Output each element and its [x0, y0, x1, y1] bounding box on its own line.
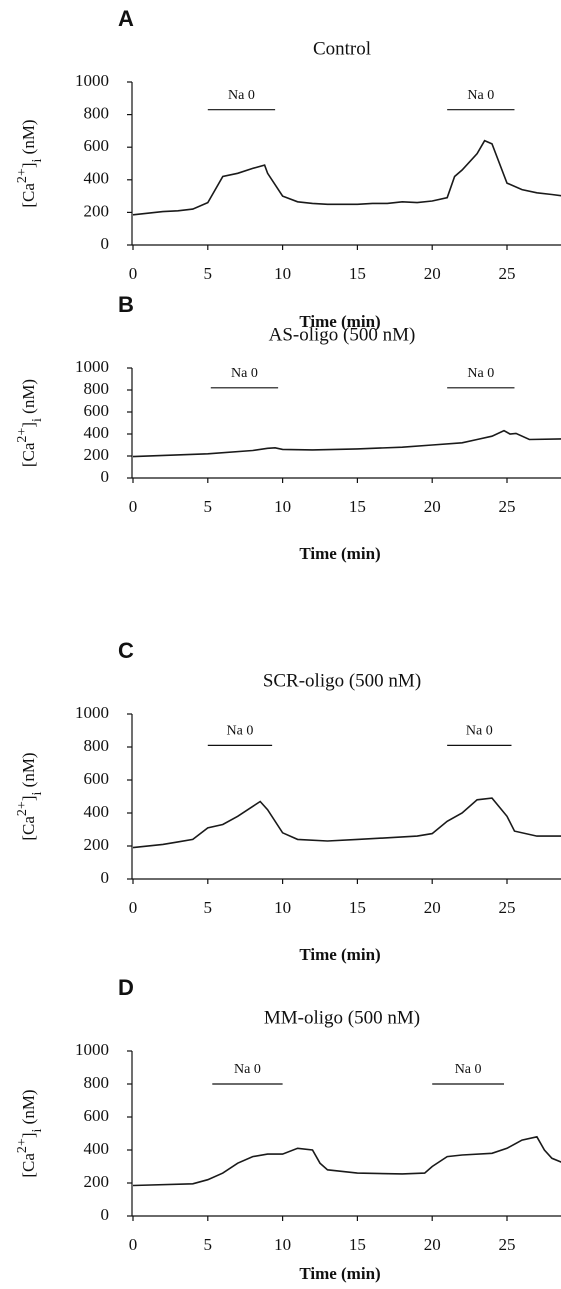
chart-title: Control: [313, 38, 371, 59]
y-axis-label-part: ]: [19, 422, 38, 428]
x-tick-label: 0: [129, 264, 138, 283]
panel-letter: C: [118, 638, 134, 663]
na-label: Na 0: [466, 724, 493, 739]
na-label: Na 0: [467, 366, 494, 381]
y-tick-label: 600: [84, 136, 110, 155]
y-tick-label: 400: [84, 1139, 110, 1158]
y-tick-label: 200: [84, 201, 110, 220]
x-axis-label: Time (min): [299, 1264, 380, 1283]
x-axis-label: Time (min): [299, 544, 380, 563]
panel-letter: D: [118, 975, 134, 1000]
x-tick-label: 5: [204, 497, 213, 516]
y-tick-label: 0: [101, 1205, 110, 1224]
panel-letter: A: [118, 6, 134, 31]
panel-letter: B: [118, 292, 134, 317]
x-tick-label: 25: [499, 497, 516, 516]
y-axis-label-part: [Ca: [19, 1153, 38, 1178]
x-tick-label: 5: [204, 1235, 213, 1254]
x-tick-label: 20: [424, 264, 441, 283]
y-axis-label-part: i: [30, 1128, 45, 1132]
y-axis-label-part: (nM): [19, 1089, 38, 1128]
y-tick-label: 0: [101, 467, 110, 486]
y-tick-label: 200: [84, 835, 110, 854]
y-tick-label: 800: [84, 104, 110, 123]
na-label: Na 0: [234, 1062, 261, 1077]
y-tick-label: 1000: [75, 1040, 109, 1059]
y-tick-label: 600: [84, 401, 110, 420]
x-tick-label: 25: [499, 898, 516, 917]
y-tick-label: 1000: [75, 71, 109, 90]
y-tick-label: 800: [84, 1073, 110, 1092]
y-tick-label: 1000: [75, 703, 109, 722]
y-axis-label-part: ]: [19, 795, 38, 801]
y-tick-label: 200: [84, 1172, 110, 1191]
x-axis-label: Time (min): [299, 945, 380, 964]
data-line: [132, 139, 561, 216]
y-axis-label-part: i: [30, 418, 45, 422]
y-axis-label-part: (nM): [19, 379, 38, 418]
x-tick-label: 20: [424, 898, 441, 917]
y-tick-label: 0: [101, 868, 110, 887]
y-tick-label: 400: [84, 423, 110, 442]
x-tick-label: 15: [349, 264, 366, 283]
y-axis-label: [Ca2+]i (nM): [15, 379, 45, 467]
y-tick-label: 800: [84, 379, 110, 398]
na-label: Na 0: [231, 366, 258, 381]
y-axis-label: [Ca2+]i (nM): [15, 752, 45, 840]
y-axis-label-part: i: [30, 158, 45, 162]
x-axis-label: Time (min): [299, 312, 380, 331]
y-axis-label-part: [Ca: [19, 442, 38, 467]
x-tick-label: 0: [129, 898, 138, 917]
x-tick-label: 20: [424, 497, 441, 516]
x-tick-label: 10: [274, 264, 291, 283]
x-tick-label: 0: [129, 497, 138, 516]
y-axis-label-part: 2+: [15, 428, 30, 443]
x-tick-label: 25: [499, 1235, 516, 1254]
data-line: [132, 429, 561, 458]
y-axis-label: [Ca2+]i (nM): [15, 1089, 45, 1177]
chart-title: SCR-oligo (500 nM): [263, 670, 421, 691]
y-axis-label-part: 2+: [15, 1138, 30, 1153]
x-tick-label: 25: [499, 264, 516, 283]
y-axis-label: [Ca2+]i (nM): [15, 119, 45, 207]
y-tick-label: 600: [84, 1106, 110, 1125]
y-tick-label: 800: [84, 736, 110, 755]
x-tick-label: 0: [129, 1235, 138, 1254]
y-tick-label: 400: [84, 802, 110, 821]
x-tick-label: 15: [349, 497, 366, 516]
data-line: [132, 1135, 561, 1187]
na-label: Na 0: [455, 1062, 482, 1077]
chart-title: AS-oligo (500 nM): [269, 324, 416, 345]
y-axis-label-part: ]: [19, 1132, 38, 1138]
x-tick-label: 10: [274, 1235, 291, 1254]
na-label: Na 0: [467, 88, 494, 103]
y-axis-label-part: 2+: [15, 801, 30, 816]
na-label: Na 0: [228, 88, 255, 103]
x-tick-label: 15: [349, 1235, 366, 1254]
y-tick-label: 400: [84, 169, 110, 188]
data-line: [132, 797, 561, 849]
x-tick-label: 20: [424, 1235, 441, 1254]
x-tick-label: 5: [204, 264, 213, 283]
y-axis-label-part: (nM): [19, 119, 38, 158]
x-tick-label: 10: [274, 898, 291, 917]
y-tick-label: 1000: [75, 357, 109, 376]
y-axis-label-part: ]: [19, 162, 38, 168]
y-axis-label-part: [Ca: [19, 816, 38, 841]
na-label: Na 0: [227, 724, 254, 739]
y-tick-label: 600: [84, 769, 110, 788]
y-tick-label: 0: [101, 234, 110, 253]
x-tick-label: 5: [204, 898, 213, 917]
y-axis-label-part: i: [30, 791, 45, 795]
chart-title: MM-oligo (500 nM): [264, 1007, 420, 1028]
x-tick-label: 15: [349, 898, 366, 917]
y-axis-label-part: [Ca: [19, 183, 38, 208]
x-tick-label: 10: [274, 497, 291, 516]
y-tick-label: 200: [84, 445, 110, 464]
y-axis-label-part: (nM): [19, 752, 38, 791]
y-axis-label-part: 2+: [15, 168, 30, 183]
